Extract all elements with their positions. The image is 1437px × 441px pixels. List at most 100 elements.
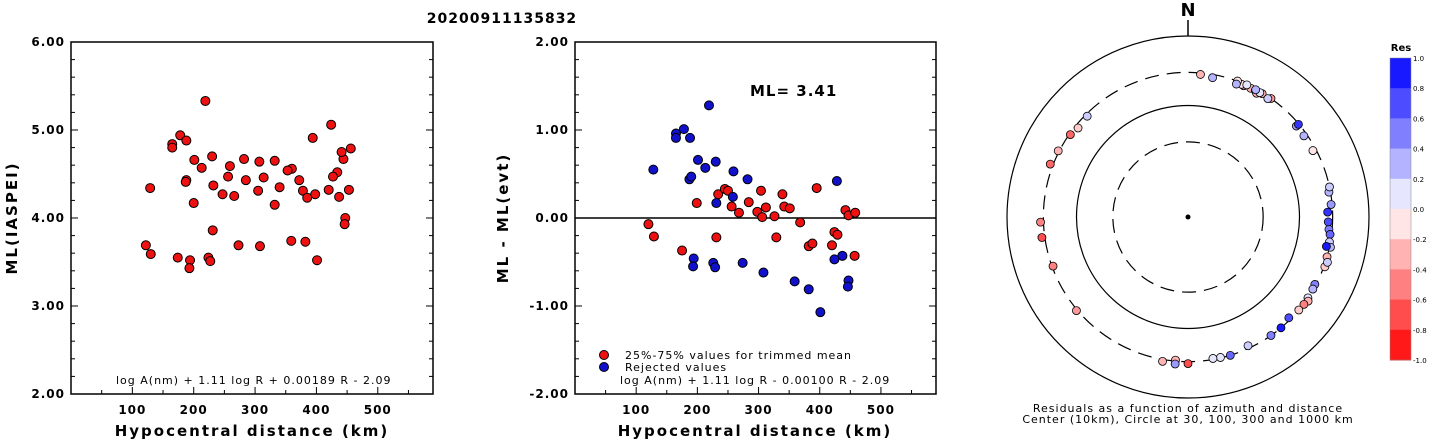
colorbar-segment: [1390, 209, 1411, 240]
data-point: [688, 261, 699, 272]
x-tick-label: 400: [302, 403, 330, 417]
colorbar-segment: [1390, 269, 1411, 301]
data-point: [208, 180, 219, 191]
data-point: [339, 219, 350, 230]
colorbar-tick-label: 0.0: [1413, 206, 1424, 214]
data-point: [811, 183, 822, 194]
data-point: [795, 217, 806, 228]
legend-label-trimmed: 25%-75% values for trimmed mean: [625, 349, 852, 362]
data-point: [282, 165, 293, 176]
data-point: [167, 142, 178, 153]
station-residual-point: [1294, 305, 1304, 315]
station-residual-point: [1216, 353, 1225, 362]
magnitude-formula: log A(nm) + 1.11 log R + 0.00189 R - 2.0…: [116, 374, 391, 387]
y-tick-label: 5.00: [31, 123, 65, 137]
y-tick-label: 3.00: [31, 299, 65, 313]
colorbar-tick-label: 0.2: [1413, 176, 1424, 184]
data-point: [670, 132, 681, 143]
station-residual-point: [1045, 159, 1055, 169]
data-point: [181, 135, 192, 146]
data-point: [327, 171, 338, 182]
polar-caption-line1: Residuals as a function of azimuth and d…: [1033, 402, 1343, 415]
station-residual-point: [1323, 217, 1333, 227]
data-point: [737, 257, 748, 268]
station-residual-point: [1321, 242, 1331, 251]
station-residual-point: [1325, 182, 1334, 192]
data-point: [274, 182, 285, 193]
figure-title: 20200911135832: [427, 11, 577, 27]
colorbar-tick-label: 1.0: [1413, 55, 1424, 63]
y-tick-label: 0.00: [535, 211, 569, 225]
colorbar-segment: [1390, 118, 1411, 150]
x-tick-label: 400: [806, 403, 834, 417]
data-point: [269, 199, 280, 210]
station-residual-point: [1251, 85, 1261, 95]
colorbar-segment: [1390, 58, 1411, 89]
data-point: [777, 189, 788, 200]
data-point: [743, 197, 754, 208]
data-point: [643, 219, 654, 230]
data-point: [678, 124, 689, 135]
data-point: [254, 241, 265, 252]
colorbar-segment: [1390, 178, 1411, 210]
station-residual-point: [1294, 119, 1303, 129]
station-residual-point: [1183, 359, 1193, 369]
station-residual-point: [1048, 261, 1058, 271]
station-residual-point: [1323, 207, 1333, 217]
legend-label-rejected: Rejected values: [625, 361, 727, 374]
legend-marker-trimmed: [599, 350, 609, 360]
colorbar-tick-label: 0.6: [1413, 115, 1425, 123]
data-point: [726, 201, 737, 212]
ring-1000km: [1006, 35, 1370, 399]
data-point: [757, 212, 768, 223]
x-tick-label: 100: [118, 403, 146, 417]
data-point: [345, 143, 356, 154]
y-tick-label: 6.00: [31, 35, 65, 49]
data-point: [302, 192, 313, 203]
data-point: [710, 262, 721, 273]
station-residual-point: [1308, 146, 1318, 155]
station-residual-point: [1225, 350, 1235, 360]
station-residual-point: [1208, 354, 1218, 363]
data-point: [692, 154, 703, 165]
station-residual-point: [1299, 299, 1309, 309]
data-point: [269, 155, 280, 166]
station-residual-point: [1170, 359, 1180, 369]
data-point: [648, 164, 659, 175]
x-tick-label: 500: [364, 403, 392, 417]
data-point: [771, 232, 782, 243]
data-point: [760, 202, 771, 213]
data-point: [815, 307, 826, 318]
data-point: [140, 240, 151, 251]
data-point: [180, 176, 191, 187]
data-point: [207, 225, 218, 236]
data-point: [172, 252, 183, 263]
data-point: [807, 238, 818, 249]
data-point: [184, 263, 195, 274]
data-point: [677, 245, 688, 256]
data-point: [258, 172, 269, 183]
data-point: [832, 229, 843, 240]
data-point: [703, 100, 714, 111]
x-axis-label: Hypocentral distance (km): [115, 422, 390, 440]
colorbar-segment: [1390, 299, 1411, 331]
data-point: [685, 132, 696, 143]
data-point: [784, 203, 795, 214]
data-point: [789, 276, 800, 287]
data-point: [686, 171, 697, 182]
y-tick-label: 2.00: [31, 387, 65, 401]
data-point: [756, 185, 767, 196]
ml-vs-distance-panel: Hypocentral distance (km) ML(IASPEI) log…: [3, 35, 434, 440]
data-point: [223, 171, 234, 182]
colorbar-frame: [1389, 57, 1412, 361]
station-residual-point: [1231, 79, 1241, 89]
data-point: [312, 255, 323, 266]
data-point: [829, 254, 840, 265]
y-axis-label: ML(IASPEI): [3, 161, 21, 274]
ml-residual-panel: Hypocentral distance (km) ML - ML(evt) M…: [494, 35, 937, 440]
data-point: [711, 198, 722, 209]
data-point: [727, 191, 738, 202]
data-point: [849, 250, 860, 261]
colorbar-tick-label: -0.2: [1413, 236, 1427, 244]
